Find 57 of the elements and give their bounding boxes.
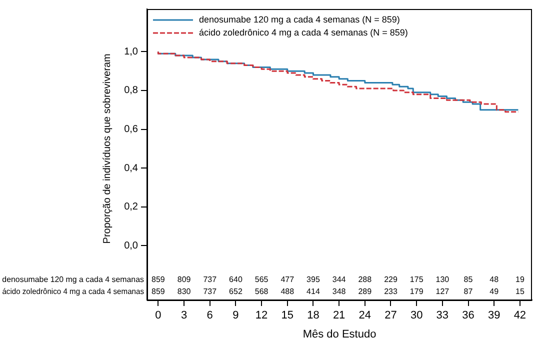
x-tick-label: 18 — [307, 310, 320, 322]
x-tick-label: 39 — [488, 310, 500, 322]
annotation: 830 — [177, 287, 192, 296]
annotation: 652 — [229, 287, 243, 296]
y-tick-label: 0,0 — [124, 240, 138, 252]
x-tick-label: 0 — [155, 310, 162, 322]
annotation: 233 — [384, 287, 398, 296]
text: denosumabe 120 mg a cada 4 semanas — [2, 275, 144, 284]
annotation: 477 — [280, 275, 295, 284]
y-tick-label: 0,4 — [124, 162, 138, 174]
annotation: 48 — [490, 275, 500, 284]
annotation: 395 — [306, 275, 320, 284]
annotation: 49 — [490, 287, 500, 296]
annotation: 859 — [152, 275, 166, 284]
y-axis-title: Proporção de indivíduos que sobreviveram — [102, 54, 113, 244]
annotation: 130 — [436, 275, 450, 284]
annotation: 289 — [358, 287, 372, 296]
y-tick-label: 0,8 — [124, 85, 138, 96]
annotation: 640 — [229, 275, 243, 284]
annotation: 229 — [384, 275, 398, 284]
x-tick-label: 3 — [180, 310, 188, 322]
x-tick-label: 9 — [232, 310, 239, 322]
annotation: 344 — [332, 275, 346, 284]
annotation: 85 — [464, 275, 474, 284]
x-tick-label: 12 — [255, 310, 268, 322]
text: ácido zoledrônico 4 mg a cada 4 semanas — [2, 287, 144, 296]
annotation: 565 — [254, 275, 269, 284]
y-tick-label: 1,0 — [124, 46, 138, 58]
x-tick-label: 15 — [281, 310, 294, 322]
x-tick-label: 27 — [384, 310, 397, 322]
annotation: 859 — [152, 287, 166, 296]
annotation: 809 — [177, 275, 192, 284]
annotation: 737 — [203, 287, 218, 296]
annotation: 488 — [280, 287, 295, 296]
x-tick-label: 42 — [514, 310, 526, 322]
x-tick-label: 36 — [462, 310, 474, 322]
y-tick-label: 0,6 — [124, 124, 138, 136]
x-tick-label: 6 — [206, 310, 213, 322]
legend-label: ácido zoledrônico 4 mg a cada 4 semanas (N = 859) — [199, 27, 408, 38]
annotation: 127 — [436, 287, 450, 296]
annotation: 179 — [410, 287, 424, 296]
annotation: 15 — [515, 287, 525, 296]
annotation: 568 — [254, 287, 269, 296]
annotation: 348 — [332, 287, 346, 296]
x-tick-label: 30 — [410, 310, 423, 322]
annotation: 737 — [203, 275, 218, 284]
legend-label: denosumabe 120 mg a cada 4 semanas (N = 859) — [199, 14, 400, 24]
annotation: 19 — [515, 275, 525, 284]
x-axis-title: Mês do Estudo — [302, 328, 376, 340]
y-tick-label: 0,2 — [124, 202, 138, 213]
annotation: 175 — [410, 275, 424, 284]
annotation: 87 — [464, 287, 474, 296]
annotation: 288 — [358, 275, 372, 284]
x-tick-label: 33 — [436, 310, 449, 322]
x-tick-label: 21 — [332, 310, 346, 322]
x-tick-label: 24 — [358, 310, 372, 322]
annotation: 414 — [306, 287, 320, 296]
